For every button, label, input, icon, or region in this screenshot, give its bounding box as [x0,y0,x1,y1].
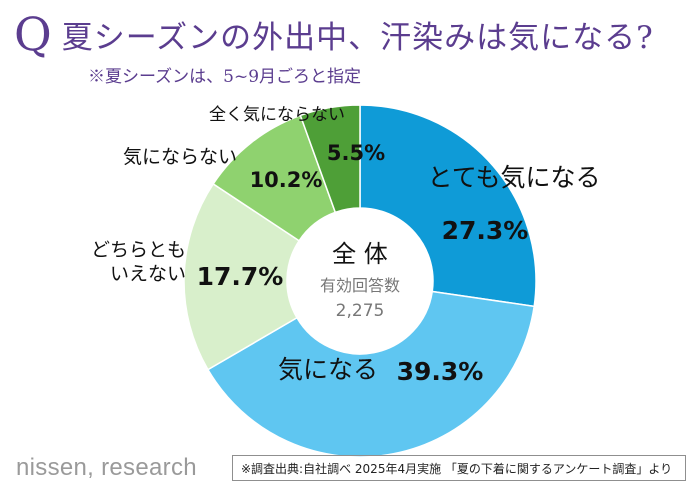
label-全く気にならない: 全く気にならない [209,105,345,125]
survey-source: ※調査出典:自社調べ 2025年4月実施 「夏の下着に関するアンケート調査」より [232,455,686,481]
question-title: Q 夏シーズンの外出中、汗染みは気になる? [14,4,654,64]
center-title: 全 体 [332,240,388,268]
center-subtitle: 有効回答数 [320,276,400,295]
value-全く気にならない: 5.5% [327,141,385,165]
q-mark: Q [14,7,52,61]
center-count: 2,275 [336,301,385,321]
chart-labels: とても気になる 27.3% 気になる 39.3% どちらともいえない 17.7% 気にならな… [91,105,601,386]
label-とても気になる: とても気になる [427,163,600,192]
value-どちらともいえない: 17.7% [197,262,284,291]
question-text: 夏シーズンの外出中、汗染みは気になる? [61,19,654,56]
slice-とても気になる [359,104,537,308]
brand-logo: nissen, research [16,454,197,481]
slice-どちらともいえない [183,182,301,371]
value-気になる: 39.3% [397,357,484,386]
question-note: ※夏シーズンは、5~9月ごろと指定 [88,67,362,87]
chart-slices [183,104,537,458]
label-気になる: 気になる [278,355,378,384]
label-どちらともいえない: どちらともいえない [91,239,186,285]
label-気にならない: 気にならない [123,146,237,168]
value-気にならない: 10.2% [250,168,323,192]
value-とても気になる: 27.3% [442,216,529,245]
slice-全く気にならない [299,104,361,214]
slice-気になる [206,290,536,458]
